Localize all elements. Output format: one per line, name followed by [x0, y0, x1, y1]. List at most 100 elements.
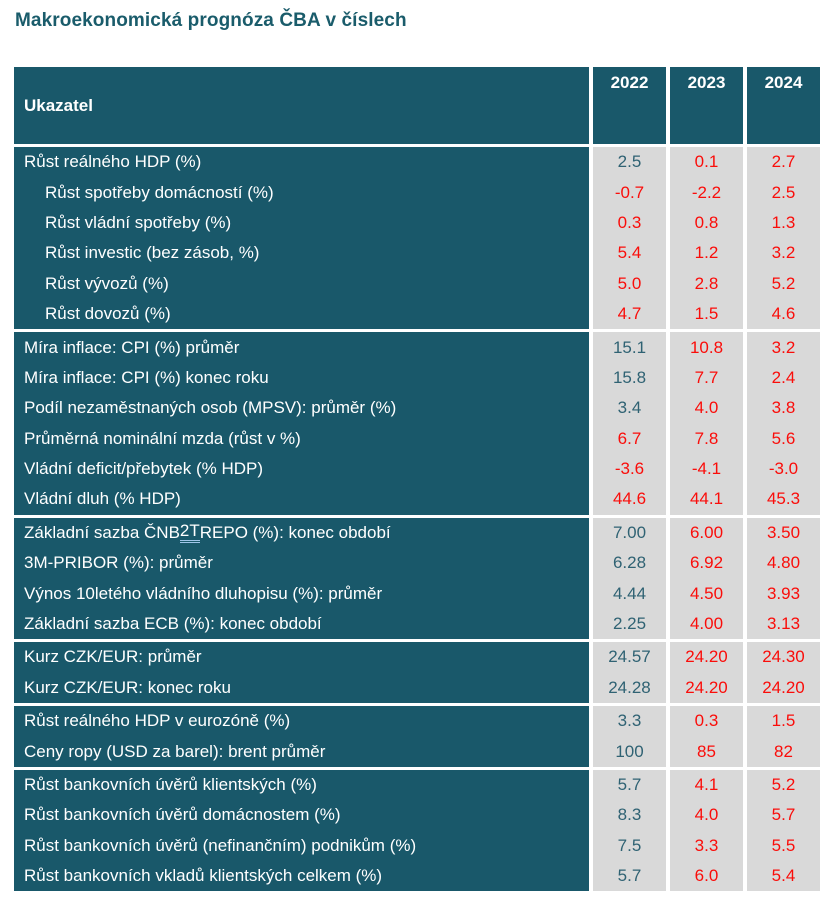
table-row: Růst reálného HDP v eurozóně (%) 3.3 0.3 1.… [14, 706, 820, 737]
indicator-label: Růst spotřeby domácností (%) [14, 177, 589, 208]
value-cell-2022: 5.0 [593, 268, 666, 299]
value-cell-2022: 44.6 [593, 484, 666, 515]
value-cell-2024: 5.2 [747, 769, 820, 801]
row-group-2: Míra inflace: CPI (%) průměr 15.1 10.8 3.2 M… [14, 332, 820, 515]
value-cell-2024: 1.3 [747, 207, 820, 239]
value-cell-2022: 24.28 [593, 672, 666, 704]
value-cell-2024: 24.20 [747, 672, 820, 704]
value-cell-2022: 6.28 [593, 548, 666, 579]
underlined-term: 2T [179, 522, 200, 544]
indicator-label: Růst dovozů (%) [14, 298, 589, 330]
value-cell-2023: 0.1 [670, 147, 743, 178]
header-year-2024: 2024 [747, 67, 820, 144]
value-cell-2023: 44.1 [670, 484, 743, 515]
table-row: Růst bankovních vkladů klientských celke… [14, 860, 820, 892]
value-cell-2022: 2.5 [593, 147, 666, 178]
table-row: Růst spotřeby domácností (%) -0.7 -2.2 2.5 [14, 177, 820, 208]
header-cell-ukazatel: Ukazatel [14, 67, 589, 144]
value-cell-2024: 5.5 [747, 830, 820, 861]
page: Makroekonomická prognóza ČBA v číslech U… [0, 10, 834, 892]
value-cell-2024: 2.5 [747, 177, 820, 208]
header-ukazatel-label: Ukazatel [24, 95, 93, 115]
table-row: Míra inflace: CPI (%) průměr 15.1 10.8 3.2 [14, 332, 820, 363]
table-row: Vládní deficit/přebytek (% HDP) -3.6 -4.1-… [14, 453, 820, 485]
value-cell-2024: 5.2 [747, 268, 820, 299]
value-cell-2023: 4.1 [670, 769, 743, 801]
row-group-5: Růst reálného HDP v eurozóně (%) 3.3 0.3 1.… [14, 706, 820, 767]
value-cell-2023: 6.00 [670, 517, 743, 549]
value-cell-2022: 15.8 [593, 362, 666, 394]
value-cell-2024: 82 [747, 736, 820, 767]
table-row: Výnos 10letého vládního dluhopisu (%): p… [14, 578, 820, 609]
value-cell-2023: 24.20 [670, 672, 743, 704]
value-cell-2022: 3.3 [593, 706, 666, 737]
value-cell-2023: 7.7 [670, 362, 743, 394]
value-cell-2023: 10.8 [670, 332, 743, 363]
indicator-label: Průměrná nominální mzda (růst v %) [14, 423, 589, 454]
value-cell-2024: 3.50 [747, 517, 820, 549]
indicator-label: 3M-PRIBOR (%): průměr [14, 548, 589, 579]
value-cell-2024: 2.4 [747, 362, 820, 394]
value-cell-2023: 0.8 [670, 207, 743, 239]
value-cell-2023: 7.8 [670, 423, 743, 454]
indicator-label: Růst bankovních úvěrů (nefinančním) podn… [14, 830, 589, 861]
table-row: Podíl nezaměstnaných osob (MPSV): průměr… [14, 393, 820, 424]
value-cell-2023: -4.1 [670, 453, 743, 485]
value-cell-2024: 2.7 [747, 147, 820, 178]
indicator-label: Vládní deficit/přebytek (% HDP) [14, 453, 589, 485]
value-cell-2022: 0.3 [593, 207, 666, 239]
table-row: Růst dovozů (%) 4.7 1.5 4.6 [14, 298, 820, 330]
value-cell-2022: 2.25 [593, 608, 666, 640]
table-row: Míra inflace: CPI (%) konec roku 15.8 7.7 2… [14, 362, 820, 394]
value-cell-2024: 3.8 [747, 393, 820, 424]
value-cell-2023: 4.00 [670, 608, 743, 640]
table-row: Růst reálného HDP (%) 2.5 0.1 2.7 [14, 147, 820, 178]
value-cell-2022: -3.6 [593, 453, 666, 485]
header-year-2023: 2023 [670, 67, 743, 144]
value-cell-2024: -3.0 [747, 453, 820, 485]
value-cell-2024: 45.3 [747, 484, 820, 515]
value-cell-2024: 3.2 [747, 238, 820, 269]
value-cell-2022: -0.7 [593, 177, 666, 208]
value-cell-2022: 5.7 [593, 769, 666, 801]
value-cell-2022: 4.7 [593, 298, 666, 330]
value-cell-2023: 1.2 [670, 238, 743, 269]
table-header-row: Ukazatel 2022 2023 2024 [14, 67, 820, 144]
row-group-1: Růst reálného HDP (%) 2.5 0.1 2.7 Růst spotř… [14, 147, 820, 330]
indicator-label: Růst reálného HDP v eurozóně (%) [14, 706, 589, 737]
table-row: Základní sazba ECB (%): konec období 2.25… [14, 608, 820, 640]
indicator-label: Kurz CZK/EUR: konec roku [14, 672, 589, 704]
row-group-3: Základní sazba ČNB 2T REPO (%): konec ob… [14, 517, 820, 640]
value-cell-2024: 1.5 [747, 706, 820, 737]
value-cell-2022: 8.3 [593, 800, 666, 831]
indicator-label: Růst bankovních úvěrů klientských (%) [14, 769, 589, 801]
value-cell-2023: 6.92 [670, 548, 743, 579]
indicator-label: Míra inflace: CPI (%) průměr [14, 332, 589, 363]
value-cell-2024: 3.2 [747, 332, 820, 363]
row-group-6: Růst bankovních úvěrů klientských (%) 5.7… [14, 769, 820, 892]
value-cell-2022: 7.00 [593, 517, 666, 549]
indicator-label: Míra inflace: CPI (%) konec roku [14, 362, 589, 394]
value-cell-2023: 24.20 [670, 642, 743, 673]
table-row: Růst bankovních úvěrů (nefinančním) podn… [14, 830, 820, 861]
indicator-label: Ceny ropy (USD za barel): brent průměr [14, 736, 589, 767]
value-cell-2024: 3.93 [747, 578, 820, 609]
table-body: Růst reálného HDP (%) 2.5 0.1 2.7 Růst spotř… [14, 147, 820, 892]
indicator-label: Kurz CZK/EUR: průměr [14, 642, 589, 673]
value-cell-2024: 5.6 [747, 423, 820, 454]
table-row: Průměrná nominální mzda (růst v %) 6.7 7.8… [14, 423, 820, 454]
page-title: Makroekonomická prognóza ČBA v číslech [15, 10, 407, 31]
table-row: Růst vývozů (%) 5.0 2.8 5.2 [14, 268, 820, 299]
value-cell-2022: 5.7 [593, 860, 666, 892]
forecast-table: Ukazatel 2022 2023 2024 Růst reálného HD… [14, 67, 820, 892]
value-cell-2022: 6.7 [593, 423, 666, 454]
indicator-label: Růst vývozů (%) [14, 268, 589, 299]
value-cell-2022: 15.1 [593, 332, 666, 363]
value-cell-2023: 4.0 [670, 393, 743, 424]
value-cell-2022: 24.57 [593, 642, 666, 673]
value-cell-2022: 3.4 [593, 393, 666, 424]
table-row: Kurz CZK/EUR: konec roku 24.28 24.20 24.20 [14, 672, 820, 704]
table-row: Základní sazba ČNB 2T REPO (%): konec ob… [14, 517, 820, 549]
table-row: Ceny ropy (USD za barel): brent průměr 10… [14, 736, 820, 767]
indicator-label: Výnos 10letého vládního dluhopisu (%): p… [14, 578, 589, 609]
